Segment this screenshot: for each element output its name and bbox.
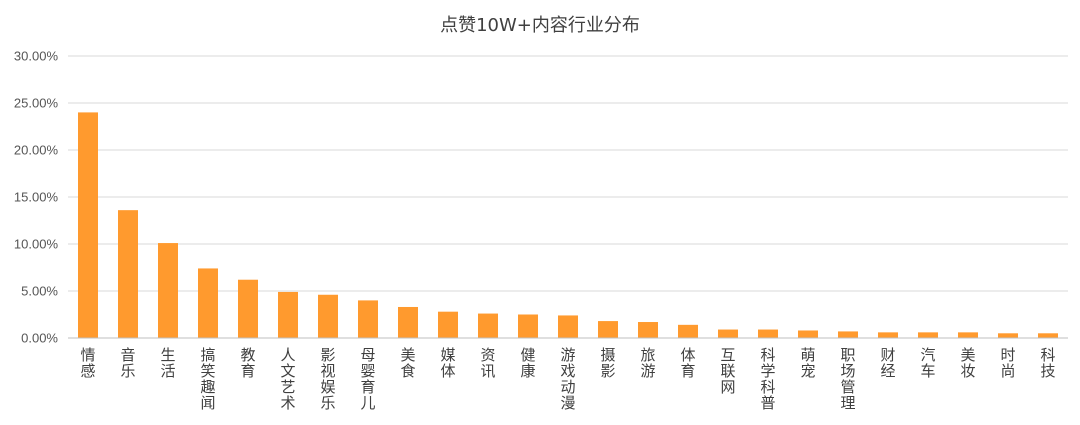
y-axis-ticks: 0.00% 5.00% 10.00% 15.00% 20.00% 25.00% 30.00% [14,49,59,346]
bar [358,300,378,338]
bar [718,329,738,338]
x-tick-label: 音乐 [120,346,135,380]
bar [198,268,218,338]
x-tick-label: 教育 [240,346,255,380]
bar [638,322,658,338]
bar [758,329,778,338]
y-tick-label: 10.00% [14,237,59,252]
x-tick-label: 美食 [400,346,415,380]
x-tick-label: 科技 [1040,346,1055,380]
x-tick-label: 美妆 [960,346,975,380]
y-tick-label: 15.00% [14,190,59,205]
x-tick-label: 旅游 [640,346,655,380]
bars [78,112,1058,339]
bar [398,306,418,338]
x-tick-label: 媒体 [440,346,455,380]
x-tick-label: 萌宠 [800,346,815,380]
bar [1038,333,1058,338]
bar [438,311,458,338]
x-tick-label: 搞笑趣闻 [200,346,215,412]
bar [998,333,1018,338]
y-tick-label: 0.00% [21,331,58,346]
x-tick-label: 时尚 [1000,346,1015,380]
y-tick-label: 20.00% [14,143,59,158]
bar [798,330,818,338]
x-tick-label: 健康 [520,346,535,380]
x-tick-label: 影视娱乐 [320,346,335,412]
bar [558,315,578,338]
x-tick-label: 人文艺术 [280,346,295,412]
bar [878,332,898,338]
bar [518,314,538,338]
bar [158,243,178,338]
bar [318,294,338,338]
bar [598,321,618,338]
bar [118,210,138,338]
x-tick-label: 生活 [160,346,175,380]
chart-title: 点赞10W+内容行业分布 [440,15,640,36]
x-tick-label: 职场管理 [840,346,855,412]
x-tick-label: 摄影 [600,346,615,380]
y-tick-label: 25.00% [14,96,59,111]
bar [238,279,258,338]
bar [478,313,498,338]
x-tick-label: 汽车 [920,346,935,380]
x-tick-label: 游戏动漫 [560,346,575,412]
gridlines [68,55,1068,292]
bar [958,332,978,338]
x-tick-label: 科学科普 [760,346,775,412]
x-tick-label: 互联网 [720,346,735,396]
x-tick-label: 母婴育儿 [360,346,375,412]
bar [838,331,858,338]
bar [678,324,698,338]
bar [78,112,98,339]
bar [278,291,298,338]
y-tick-label: 30.00% [14,49,59,64]
x-tick-label: 体育 [680,346,695,380]
x-tick-label: 资讯 [480,346,495,380]
y-tick-label: 5.00% [21,284,58,299]
bar [918,332,938,338]
x-tick-label: 财经 [880,346,895,380]
x-tick-label: 情感 [80,346,95,380]
